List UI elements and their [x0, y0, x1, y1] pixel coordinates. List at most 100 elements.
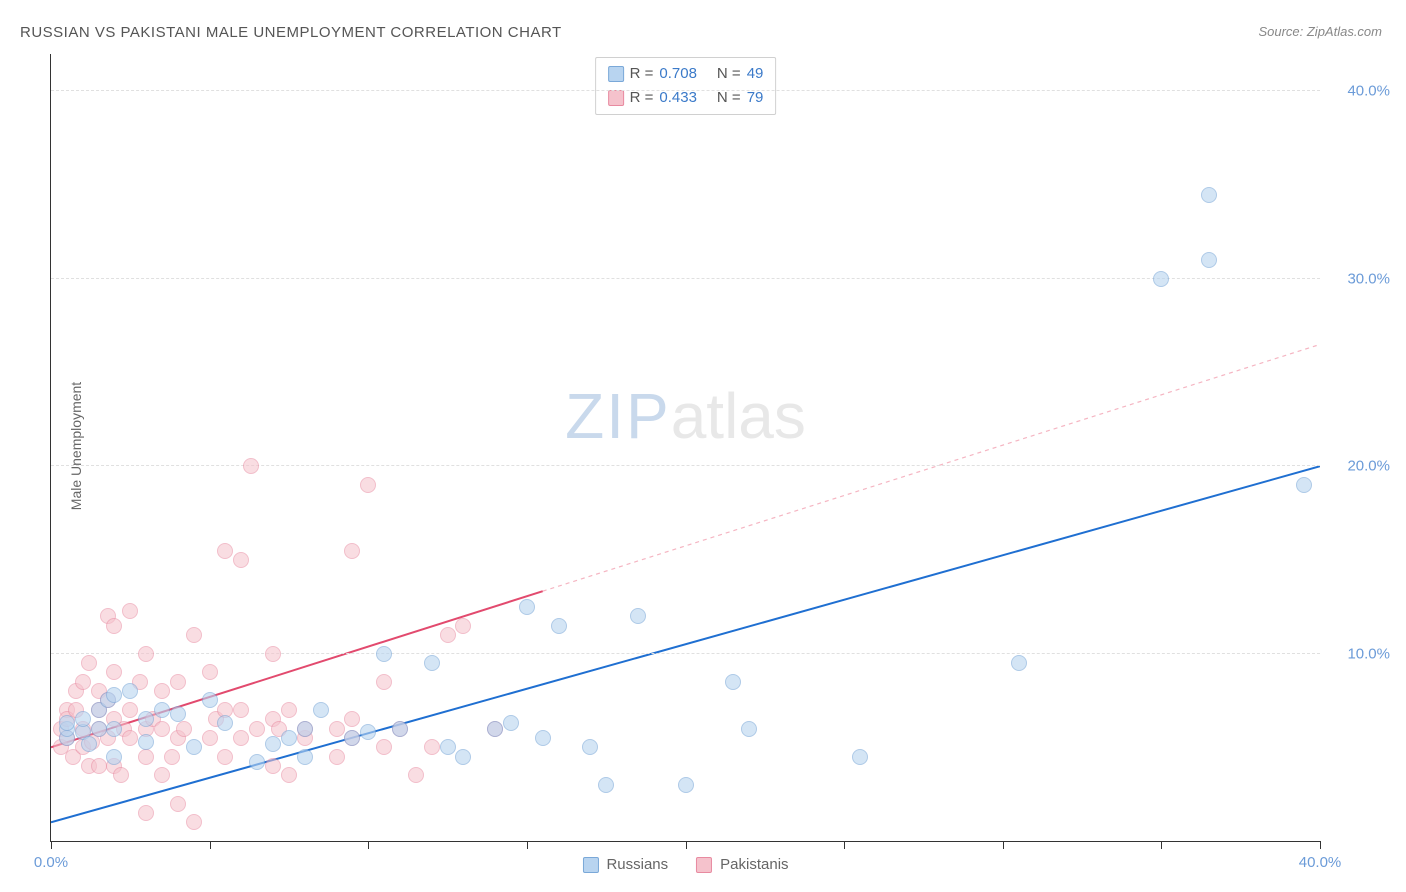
point-pakistanis	[106, 618, 122, 634]
point-russians	[249, 754, 265, 770]
point-russians	[217, 715, 233, 731]
point-russians	[281, 730, 297, 746]
point-russians	[440, 739, 456, 755]
point-russians	[297, 721, 313, 737]
point-russians	[75, 711, 91, 727]
point-russians	[59, 715, 75, 731]
point-russians	[170, 706, 186, 722]
swatch-russians-icon	[582, 857, 598, 873]
gridline	[51, 278, 1320, 279]
x-tick	[1320, 841, 1321, 849]
point-russians	[1201, 187, 1217, 203]
point-russians	[678, 777, 694, 793]
point-pakistanis	[329, 721, 345, 737]
point-russians	[297, 749, 313, 765]
point-pakistanis	[138, 749, 154, 765]
gridline	[51, 90, 1320, 91]
point-pakistanis	[265, 758, 281, 774]
legend-item-pakistanis: Pakistanis	[696, 856, 788, 873]
point-pakistanis	[91, 758, 107, 774]
point-pakistanis	[376, 674, 392, 690]
point-pakistanis	[281, 702, 297, 718]
y-tick-label: 20.0%	[1330, 458, 1390, 475]
point-russians	[503, 715, 519, 731]
point-russians	[1153, 271, 1169, 287]
legend-row-russians: R = 0.708 N = 49	[608, 62, 764, 86]
legend-label-pakistanis: Pakistanis	[720, 856, 788, 873]
point-pakistanis	[138, 646, 154, 662]
point-pakistanis	[249, 721, 265, 737]
point-russians	[852, 749, 868, 765]
point-pakistanis	[176, 721, 192, 737]
point-russians	[138, 711, 154, 727]
point-pakistanis	[243, 458, 259, 474]
x-tick	[1161, 841, 1162, 849]
point-russians	[313, 702, 329, 718]
point-pakistanis	[424, 739, 440, 755]
point-russians	[81, 736, 97, 752]
watermark-zip: ZIP	[565, 380, 671, 452]
point-pakistanis	[113, 767, 129, 783]
point-pakistanis	[202, 664, 218, 680]
point-russians	[344, 730, 360, 746]
point-russians	[392, 721, 408, 737]
point-russians	[725, 674, 741, 690]
point-pakistanis	[344, 543, 360, 559]
r-value-russians: 0.708	[659, 62, 697, 86]
point-russians	[424, 655, 440, 671]
x-tick	[1003, 841, 1004, 849]
point-russians	[376, 646, 392, 662]
point-pakistanis	[376, 739, 392, 755]
point-pakistanis	[329, 749, 345, 765]
point-russians	[455, 749, 471, 765]
point-pakistanis	[154, 721, 170, 737]
point-pakistanis	[154, 767, 170, 783]
point-russians	[519, 599, 535, 615]
point-russians	[265, 736, 281, 752]
x-tick-label: 0.0%	[34, 854, 68, 871]
point-pakistanis	[122, 702, 138, 718]
legend-series: Russians Pakistanis	[582, 856, 788, 873]
watermark-atlas: atlas	[671, 380, 806, 452]
point-pakistanis	[217, 543, 233, 559]
plot-area: ZIPatlas R = 0.708 N = 49 R = 0.433 N = …	[50, 54, 1320, 842]
point-russians	[360, 724, 376, 740]
point-pakistanis	[170, 674, 186, 690]
x-tick-label: 40.0%	[1299, 854, 1342, 871]
point-russians	[582, 739, 598, 755]
source-name: ZipAtlas.com	[1307, 24, 1382, 39]
point-pakistanis	[186, 627, 202, 643]
point-russians	[122, 683, 138, 699]
y-tick-label: 40.0%	[1330, 83, 1390, 100]
point-pakistanis	[233, 730, 249, 746]
point-pakistanis	[138, 805, 154, 821]
point-russians	[202, 692, 218, 708]
legend-correlation: R = 0.708 N = 49 R = 0.433 N = 79	[595, 57, 777, 115]
x-tick	[686, 841, 687, 849]
swatch-pakistanis	[608, 90, 624, 106]
point-pakistanis	[106, 664, 122, 680]
y-tick-label: 10.0%	[1330, 645, 1390, 662]
n-label: N =	[717, 62, 741, 86]
point-pakistanis	[281, 767, 297, 783]
point-russians	[551, 618, 567, 634]
point-pakistanis	[233, 702, 249, 718]
trend-lines	[51, 54, 1320, 841]
point-pakistanis	[154, 683, 170, 699]
gridline	[51, 465, 1320, 466]
swatch-pakistanis-icon	[696, 857, 712, 873]
source-label: Source: ZipAtlas.com	[1258, 24, 1382, 39]
legend-label-russians: Russians	[606, 856, 668, 873]
x-tick	[844, 841, 845, 849]
point-pakistanis	[122, 730, 138, 746]
n-value-russians: 49	[747, 62, 764, 86]
source-prefix: Source:	[1258, 24, 1306, 39]
point-russians	[91, 721, 107, 737]
point-russians	[106, 749, 122, 765]
swatch-russians	[608, 66, 624, 82]
y-tick-label: 30.0%	[1330, 270, 1390, 287]
point-pakistanis	[455, 618, 471, 634]
point-pakistanis	[164, 749, 180, 765]
point-pakistanis	[186, 814, 202, 830]
x-tick	[210, 841, 211, 849]
